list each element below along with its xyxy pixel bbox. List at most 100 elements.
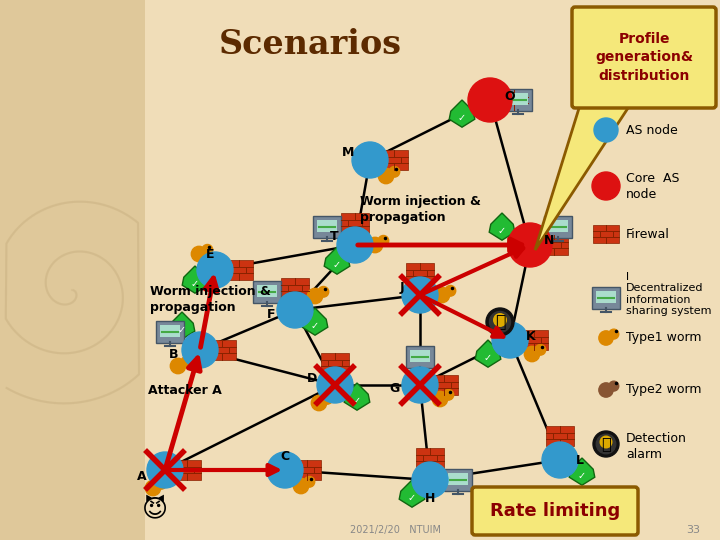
Text: C: C <box>280 449 289 462</box>
Text: F: F <box>266 307 275 321</box>
Circle shape <box>311 395 327 411</box>
Bar <box>225 260 253 280</box>
Bar <box>317 220 337 232</box>
Text: M: M <box>341 145 354 159</box>
Polygon shape <box>535 105 630 250</box>
FancyBboxPatch shape <box>472 487 638 535</box>
FancyBboxPatch shape <box>253 281 281 303</box>
FancyBboxPatch shape <box>504 89 532 111</box>
Bar <box>596 291 616 303</box>
Text: E: E <box>206 247 215 260</box>
Polygon shape <box>489 213 515 240</box>
Circle shape <box>600 435 613 449</box>
Circle shape <box>535 345 546 355</box>
FancyBboxPatch shape <box>156 321 184 343</box>
Text: ✓: ✓ <box>191 279 199 288</box>
Bar <box>546 426 574 446</box>
Polygon shape <box>399 480 425 507</box>
Bar <box>257 285 277 297</box>
Polygon shape <box>302 308 328 335</box>
Circle shape <box>609 381 618 391</box>
Circle shape <box>445 286 456 296</box>
Circle shape <box>402 277 438 313</box>
FancyBboxPatch shape <box>544 216 572 238</box>
Text: Rate limiting: Rate limiting <box>490 502 620 520</box>
Polygon shape <box>182 266 208 293</box>
FancyBboxPatch shape <box>406 346 434 368</box>
Bar <box>520 330 548 350</box>
Text: ✓: ✓ <box>484 353 492 362</box>
Bar <box>548 220 568 232</box>
Text: Core  AS
node: Core AS node <box>626 172 680 200</box>
Bar <box>500 90 528 110</box>
Circle shape <box>492 322 528 358</box>
Circle shape <box>145 480 161 496</box>
Bar <box>540 235 568 255</box>
Bar <box>380 150 408 170</box>
Circle shape <box>412 462 448 498</box>
Text: N: N <box>544 234 554 247</box>
Text: ✓: ✓ <box>498 226 506 235</box>
Circle shape <box>267 452 303 488</box>
Text: L: L <box>576 454 584 467</box>
Text: Detection
alarm: Detection alarm <box>626 431 687 461</box>
Circle shape <box>486 308 514 336</box>
Text: 2021/2/20   NTUIM: 2021/2/20 NTUIM <box>349 525 441 535</box>
Circle shape <box>156 478 167 489</box>
Circle shape <box>434 287 450 303</box>
Text: ✓: ✓ <box>178 325 186 335</box>
Text: ✓: ✓ <box>578 470 586 481</box>
FancyBboxPatch shape <box>444 469 472 491</box>
Text: Profile
generation&
distribution: Profile generation& distribution <box>595 32 693 83</box>
Text: ✓: ✓ <box>408 492 416 503</box>
Text: Scenarios: Scenarios <box>218 29 402 62</box>
Circle shape <box>317 367 353 403</box>
Text: Worm injection &
propagation: Worm injection & propagation <box>150 286 271 314</box>
Text: G: G <box>390 382 400 395</box>
Circle shape <box>322 394 333 404</box>
Text: H: H <box>425 491 435 504</box>
Circle shape <box>599 331 613 345</box>
Text: Type1 worm: Type1 worm <box>626 332 701 345</box>
Text: Attacker A: Attacker A <box>148 383 222 396</box>
Text: T: T <box>330 231 339 244</box>
Bar <box>406 263 434 283</box>
Circle shape <box>389 166 400 177</box>
Circle shape <box>318 287 329 297</box>
Circle shape <box>192 246 207 262</box>
Bar <box>416 448 444 468</box>
Text: AS node: AS node <box>626 124 678 137</box>
Bar <box>173 460 201 480</box>
Circle shape <box>596 434 616 454</box>
Text: ✓: ✓ <box>333 260 341 269</box>
Bar <box>321 353 349 373</box>
Text: 🔔: 🔔 <box>495 313 505 331</box>
Polygon shape <box>449 100 474 127</box>
Circle shape <box>542 442 578 478</box>
Text: 🔔: 🔔 <box>601 436 611 451</box>
Circle shape <box>378 235 389 246</box>
Circle shape <box>432 392 448 407</box>
Circle shape <box>508 223 552 267</box>
Polygon shape <box>475 340 501 367</box>
Polygon shape <box>324 247 350 274</box>
Text: A: A <box>138 469 147 483</box>
FancyBboxPatch shape <box>572 7 716 108</box>
FancyBboxPatch shape <box>592 287 620 309</box>
Circle shape <box>599 383 613 397</box>
Bar <box>410 350 430 362</box>
Circle shape <box>592 172 620 200</box>
Circle shape <box>593 431 619 457</box>
FancyBboxPatch shape <box>0 0 145 540</box>
Circle shape <box>293 478 309 494</box>
Text: Firewal: Firewal <box>626 227 670 240</box>
Circle shape <box>524 346 540 362</box>
Circle shape <box>337 227 373 263</box>
Circle shape <box>147 452 183 488</box>
Text: O: O <box>504 90 515 103</box>
Circle shape <box>171 359 186 374</box>
Bar <box>293 460 321 480</box>
Text: J: J <box>400 280 404 294</box>
Polygon shape <box>570 458 595 485</box>
Circle shape <box>182 332 218 368</box>
